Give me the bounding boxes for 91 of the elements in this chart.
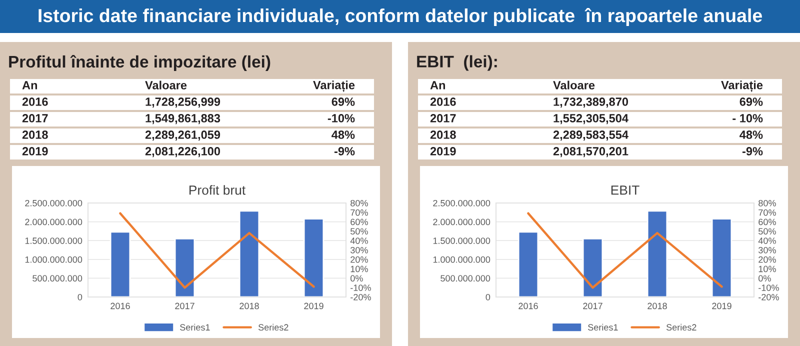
text: 2018 [430,130,456,139]
x-tick-label: 2017 [175,302,194,310]
y2-tick-label: 40% [350,238,368,244]
bar [238,210,260,297]
bar [110,231,131,297]
bar [646,210,668,297]
y2-tick-label: 50% [350,228,368,235]
line-series [527,212,723,289]
text: 2019 [430,147,456,156]
text: 2,289,261,059 [145,130,220,141]
bar [711,218,732,297]
y2-tick-label: 70% [758,209,776,216]
text: 1,728,256,999 [146,98,220,108]
text: -9% [334,147,355,156]
x-tick-label: 2017 [583,302,602,310]
bar [518,231,539,297]
y-tick-label: 1.500.000.000 [433,238,490,244]
bar [582,238,604,297]
y2-tick-label: 10% [758,266,776,272]
y2-tick-label: 40% [758,238,776,244]
y-tick-label: 2.000.000.000 [25,218,82,226]
legend-label: Series2 [258,324,288,331]
text: - 10% [732,114,763,122]
y2-tick-label: 80% [350,200,368,206]
text: 1,549,861,883 [146,114,220,124]
text: Variație [313,80,355,92]
text: 48% [740,130,763,139]
text: 69% [332,98,355,106]
y-tick-label: 1.000.000.000 [433,256,490,263]
text: -10% [328,114,355,122]
text: An [430,81,446,90]
text: An [22,81,38,90]
x-tick-label: 2019 [304,302,324,310]
y2-tick-label: -20% [350,294,371,300]
legend-label: Series2 [666,324,696,331]
text: 2,081,570,201 [553,147,628,158]
y-tick-label: 2.000.000.000 [433,218,490,226]
y-tick-label: 1.500.000.000 [25,238,82,244]
chart-title: EBIT [611,186,640,195]
x-tick-label: 2016 [110,302,130,310]
legend-label: Series1 [588,324,618,331]
text: Profitul înainte de impozitare (lei) [9,55,270,71]
text: 2017 [430,114,456,122]
y-tick-label: 0 [78,294,82,300]
x-tick-label: 2019 [712,302,732,310]
y-tick-label: 2.500.000.000 [25,200,82,206]
bar [303,218,324,297]
y-tick-label: 500.000.000 [440,275,490,282]
chart-title: Profit brut [189,185,246,195]
y2-tick-label: 60% [758,218,776,226]
y2-tick-label: 60% [350,218,368,226]
y-tick-label: 2.500.000.000 [433,200,490,206]
y2-tick-label: 20% [758,256,776,263]
y2-tick-label: 30% [350,246,368,254]
x-tick-label: 2018 [648,302,667,310]
text: 2016 [22,98,48,106]
text: 1,552,305,504 [554,114,628,124]
y2-tick-label: 70% [350,209,368,216]
text: 2018 [22,130,48,139]
text: 2019 [22,147,48,156]
y-tick-label: 1.000.000.000 [25,256,82,263]
text: Valoare [145,80,187,90]
text: 1,732,389,870 [554,98,628,108]
bar [174,238,196,297]
y2-tick-label: -10% [350,284,371,291]
y2-tick-label: 0% [350,275,363,282]
text: 2,081,226,100 [145,147,220,158]
x-tick-label: 2016 [518,302,538,310]
y2-tick-label: 30% [758,246,776,254]
y2-tick-label: 0% [758,275,771,282]
y2-tick-label: -20% [758,294,779,300]
y-tick-label: 500.000.000 [32,275,82,282]
text: 2016 [430,98,456,106]
text: 2,289,583,554 [553,130,628,141]
y2-tick-label: 10% [350,266,368,272]
text: Istoric date financiare individuale, conform datelor publicate în rapoartele anuale [38,8,762,26]
y2-tick-label: 80% [758,200,776,206]
line-series [119,212,315,289]
text: 48% [332,130,355,139]
y2-tick-label: 50% [758,228,776,235]
legend-label: Series1 [180,324,210,331]
y-tick-label: 0 [486,294,490,300]
text: Variație [721,80,763,92]
text: Valoare [553,80,595,90]
x-tick-label: 2018 [240,302,259,310]
text: EBIT (lei): [417,55,497,71]
text: 2017 [22,114,48,122]
y2-tick-label: 20% [350,256,368,263]
text: 69% [740,98,763,106]
y2-tick-label: -10% [758,284,779,291]
text: -9% [742,147,763,156]
